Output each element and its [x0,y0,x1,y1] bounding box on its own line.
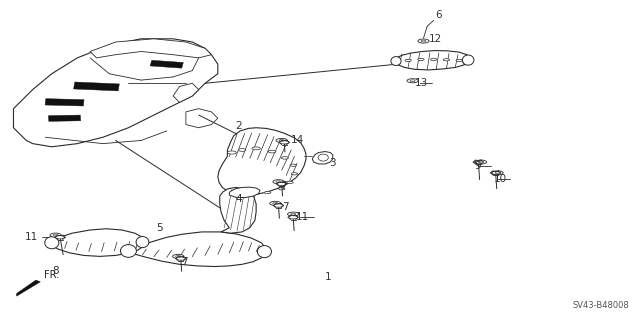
Ellipse shape [268,150,276,153]
Ellipse shape [407,79,418,83]
Polygon shape [186,109,218,128]
Ellipse shape [176,257,185,260]
Ellipse shape [50,233,61,237]
Text: 10: 10 [493,174,507,183]
Polygon shape [49,229,145,256]
Ellipse shape [136,236,149,248]
Ellipse shape [410,80,415,82]
Ellipse shape [287,181,293,183]
FancyBboxPatch shape [49,115,81,121]
Ellipse shape [257,246,271,258]
Ellipse shape [279,139,284,141]
Text: 7: 7 [181,257,188,267]
FancyBboxPatch shape [74,82,120,91]
Ellipse shape [287,212,299,216]
Ellipse shape [173,254,184,258]
Ellipse shape [418,39,429,43]
Text: 13: 13 [415,78,428,88]
Ellipse shape [290,164,296,166]
Text: FR.: FR. [44,270,60,279]
Ellipse shape [252,147,260,150]
Text: 6: 6 [435,10,442,20]
Text: 5: 5 [156,223,163,233]
Ellipse shape [175,256,180,257]
Text: SV43-B48008: SV43-B48008 [573,301,630,310]
Ellipse shape [463,61,468,63]
Ellipse shape [391,56,401,65]
Polygon shape [90,39,211,58]
Text: 11: 11 [296,212,309,222]
Ellipse shape [264,191,271,194]
Polygon shape [17,280,40,296]
Text: 2: 2 [236,121,243,131]
Ellipse shape [238,149,246,151]
Polygon shape [129,232,266,267]
Ellipse shape [273,180,284,184]
Ellipse shape [269,201,281,205]
Ellipse shape [456,59,463,62]
Ellipse shape [478,161,483,163]
Text: 1: 1 [325,272,332,282]
Polygon shape [13,39,218,147]
Ellipse shape [227,151,236,154]
Text: 11: 11 [25,232,38,242]
Ellipse shape [45,237,59,249]
Ellipse shape [418,58,424,61]
Ellipse shape [53,234,58,236]
Polygon shape [229,187,260,197]
Ellipse shape [277,182,286,186]
Ellipse shape [282,157,289,159]
Ellipse shape [276,181,281,182]
Polygon shape [394,50,470,70]
Ellipse shape [318,154,328,161]
Ellipse shape [273,203,278,204]
Ellipse shape [444,59,450,61]
Ellipse shape [405,59,412,62]
Ellipse shape [291,173,298,175]
FancyBboxPatch shape [150,60,183,68]
Text: 8: 8 [52,266,58,276]
Ellipse shape [276,138,287,143]
Ellipse shape [56,236,65,239]
Ellipse shape [474,160,483,164]
Ellipse shape [495,172,500,174]
Text: 12: 12 [429,34,442,44]
Ellipse shape [463,55,474,65]
Ellipse shape [289,216,298,219]
Polygon shape [312,152,333,164]
Ellipse shape [120,245,136,257]
Ellipse shape [291,213,296,215]
Polygon shape [173,83,198,102]
Ellipse shape [491,171,500,174]
Ellipse shape [278,188,285,190]
Text: 7: 7 [280,182,287,191]
Text: 3: 3 [330,158,336,168]
Polygon shape [218,128,306,195]
Ellipse shape [492,171,503,175]
Ellipse shape [431,58,437,61]
Text: 7: 7 [282,202,288,212]
Ellipse shape [280,141,289,144]
Ellipse shape [476,160,486,164]
Ellipse shape [421,40,426,42]
Text: 4: 4 [236,194,243,204]
Ellipse shape [274,204,283,207]
Text: 14: 14 [291,136,305,145]
FancyBboxPatch shape [45,99,84,106]
Polygon shape [220,188,256,233]
Text: 9: 9 [474,161,481,171]
